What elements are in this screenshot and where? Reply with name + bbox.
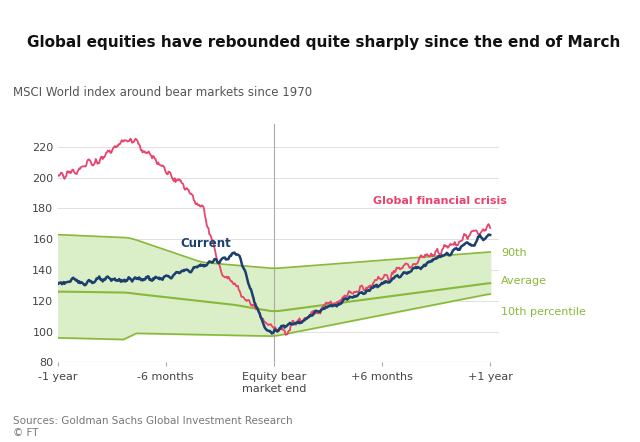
Text: Current: Current <box>180 237 231 250</box>
Text: MSCI World index around bear markets since 1970: MSCI World index around bear markets sin… <box>13 87 312 99</box>
Text: 90th: 90th <box>501 248 527 258</box>
Text: Global equities have rebounded quite sharply since the end of March: Global equities have rebounded quite sha… <box>27 35 620 50</box>
Text: 10th percentile: 10th percentile <box>501 307 586 316</box>
Text: Sources: Goldman Sachs Global Investment Research
© FT: Sources: Goldman Sachs Global Investment… <box>13 416 292 438</box>
Text: Global financial crisis: Global financial crisis <box>373 196 507 206</box>
Text: Average: Average <box>501 276 547 286</box>
